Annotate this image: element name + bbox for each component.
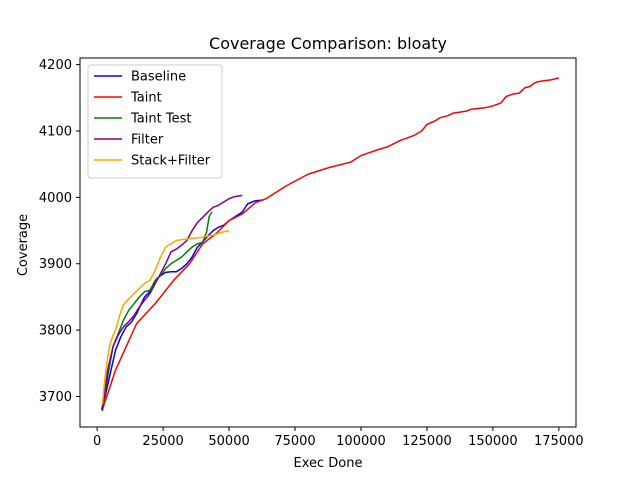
series-layer — [100, 77, 560, 412]
legend-label-stack-filter: Stack+Filter — [131, 154, 211, 169]
x-tick-label: 25000 — [142, 434, 183, 449]
legend-label-filter: Filter — [131, 133, 164, 148]
y-tick-label: 4100 — [39, 125, 72, 140]
legend-label-baseline: Baseline — [131, 70, 186, 85]
series-line-filter — [101, 194, 243, 410]
legend: Baseline Taint Taint Test Filter Stack+Filte… — [87, 64, 223, 179]
y-tick-label: 3700 — [39, 390, 72, 405]
y-tick-label: 3800 — [39, 324, 72, 339]
x-tick-label: 125000 — [402, 434, 452, 449]
x-tick-label: 175000 — [534, 434, 584, 449]
x-tick-label: 50000 — [208, 434, 249, 449]
legend-box — [87, 64, 223, 179]
y-tick-label: 4000 — [39, 191, 72, 206]
x-tick-label: 150000 — [468, 434, 518, 449]
series-line-taint — [101, 77, 560, 410]
x-axis-label: Exec Done — [294, 456, 363, 471]
x-tick-label: 75000 — [274, 434, 315, 449]
legend-label-taint-test: Taint Test — [130, 112, 191, 127]
y-tick-label: 4200 — [39, 58, 72, 73]
series-line-stack-filter — [101, 229, 230, 405]
y-axis: 3700 3800 3900 4000 4100 4200 — [39, 58, 80, 405]
legend-label-taint: Taint — [130, 91, 162, 106]
plot-frame — [79, 57, 577, 428]
x-tick-label: 0 — [93, 434, 101, 449]
x-tick-label: 100000 — [336, 434, 386, 449]
x-axis: 0 25000 50000 75000 100000 125000 150000 175000 — [93, 427, 584, 449]
chart-title: Coverage Comparison: bloaty — [209, 34, 447, 53]
series-line-taint-test — [101, 211, 213, 412]
y-tick-label: 3900 — [39, 257, 72, 272]
y-axis-label: Coverage — [16, 214, 31, 276]
